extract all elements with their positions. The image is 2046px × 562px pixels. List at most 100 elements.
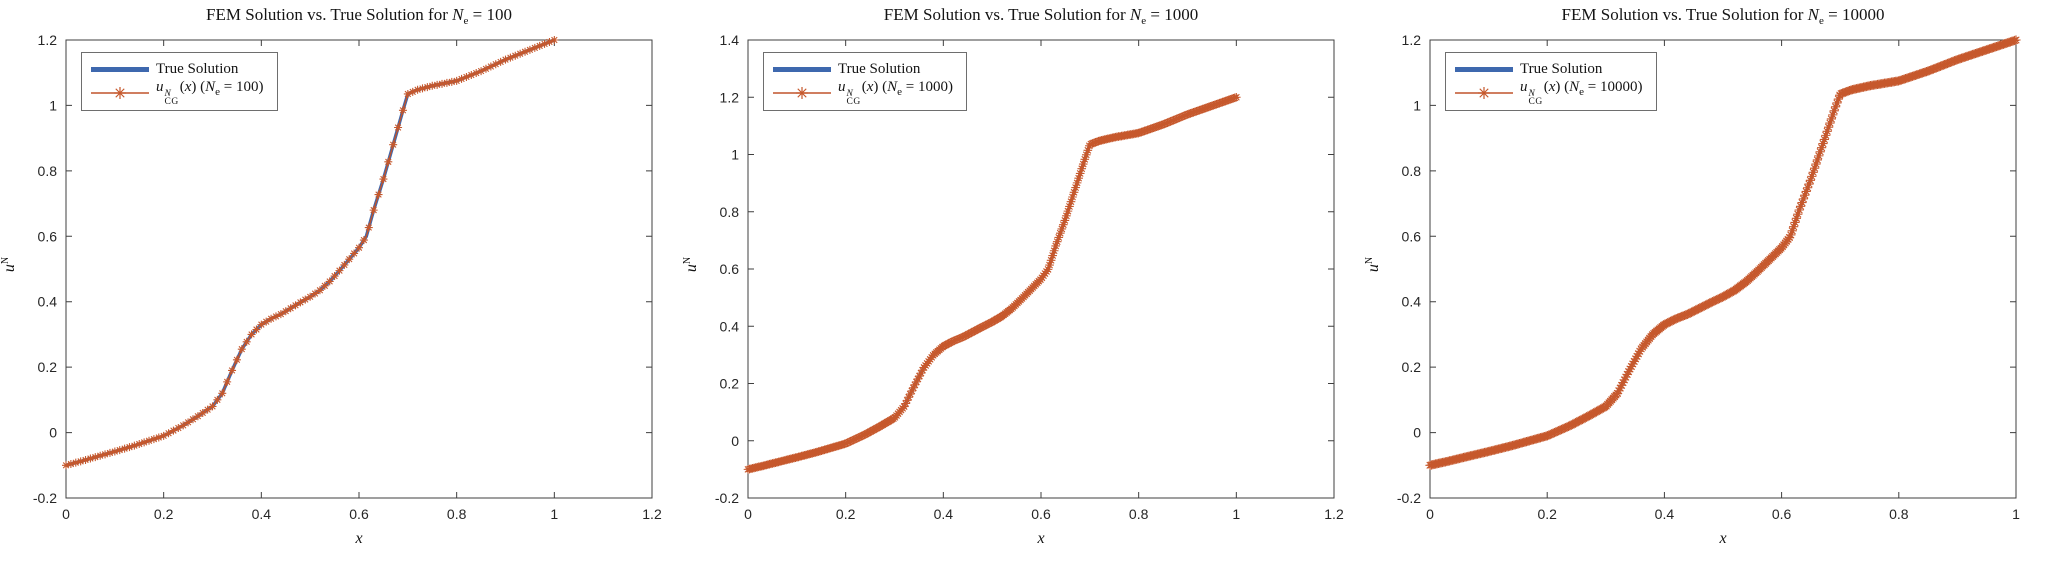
- fem-x-var: x: [866, 79, 874, 95]
- y-tick-label: 0.2: [1402, 359, 1422, 375]
- axis-ticks: [747, 39, 1335, 499]
- x-tick-label: 1: [550, 506, 558, 522]
- fem-u: u: [838, 79, 846, 95]
- fem-x-var: x: [184, 79, 192, 95]
- x-tick-label: 0.4: [934, 506, 954, 522]
- title-math-var: N: [1129, 5, 1142, 24]
- ylabel-sup: N: [682, 256, 694, 265]
- title-value: = 1000: [1146, 5, 1199, 24]
- x-tick-label: 0: [62, 506, 70, 522]
- fem-paren-open: (: [1543, 79, 1549, 95]
- y-tick-label: 1.4: [720, 32, 740, 48]
- axis-ticks: [1429, 39, 2017, 499]
- y-tick-label: 0.8: [1402, 163, 1422, 179]
- y-tick-label: -0.2: [33, 490, 57, 506]
- legend-label-fem: u N CG (x) (Ne = 1000): [838, 79, 953, 107]
- fem-n-var: N: [205, 79, 216, 95]
- title-math-sub: e: [463, 15, 469, 27]
- x-tick-label: 0.2: [836, 506, 856, 522]
- legend: True Solution u N CG (x) (Ne = 1000): [763, 52, 967, 111]
- x-tick-label: 1.2: [642, 506, 662, 522]
- y-tick-label: 0.2: [38, 359, 58, 375]
- y-axis-label: uN: [0, 257, 19, 272]
- fem-u: u: [1520, 79, 1528, 95]
- true-solution-swatch: [91, 67, 149, 72]
- y-tick-label: 0.4: [720, 318, 740, 334]
- subplot-ne-1000: 0 0.2 0.4 0.6 0.8 1 1.2 -0.2 0 0.2 0.4 0.6 0.8 1 1.2 1.…: [682, 0, 1364, 562]
- fem-u: u: [156, 79, 164, 95]
- asterisk-line-swatch: [773, 86, 831, 99]
- x-tick-label: 1: [2012, 506, 2020, 522]
- subplot-ne-100: 0 0.2 0.4 0.6 0.8 1 1.2 -0.2 0 0.2 0.4 0.6 0.8 1 1.2 F…: [0, 0, 682, 562]
- legend-label-fem: u N CG (x) (Ne = 100): [156, 79, 264, 107]
- title-text: FEM Solution vs. True Solution for: [206, 5, 453, 24]
- x-tick-label: 1: [1232, 506, 1240, 522]
- legend-entry-fem: u N CG (x) (Ne = 10000): [1455, 79, 1643, 107]
- legend: True Solution u N CG (x) (Ne = 100): [81, 52, 278, 111]
- xlabel-x: x: [355, 530, 363, 547]
- legend-label-fem: u N CG (x) (Ne = 10000): [1520, 79, 1643, 107]
- true-solution-swatch: [773, 67, 831, 72]
- fem-value: = 1000): [902, 79, 953, 95]
- axes-canvas-ne-100: 0 0.2 0.4 0.6 0.8 1 1.2 -0.2 0 0.2 0.4 0.6 0.8 1 1.2: [33, 32, 662, 522]
- y-tick-label: 1: [49, 97, 57, 113]
- x-tick-label: 0: [1426, 506, 1434, 522]
- ylabel-u: u: [683, 264, 701, 273]
- ylabel-u: u: [1, 264, 19, 273]
- fem-swatch: [91, 85, 149, 101]
- x-axis-label: x: [1430, 530, 2016, 548]
- legend: True Solution u N CG (x) (Ne = 10000): [1445, 52, 1657, 111]
- fem-supsub-stack: N CG: [1529, 89, 1543, 107]
- y-tick-label: 1: [731, 147, 739, 163]
- title-value: = 10000: [1823, 5, 1885, 24]
- y-tick-label: 0.4: [38, 294, 58, 310]
- title-math-sub: e: [1141, 15, 1147, 27]
- blue-line-swatch: [91, 67, 149, 72]
- legend-entry-true-solution: True Solution: [1455, 58, 1643, 81]
- fem-n-var: N: [887, 79, 898, 95]
- axes-canvas-ne-10000: 0 0.2 0.4 0.6 0.8 1 -0.2 0 0.2 0.4 0.6 0.8 1 1.2: [1397, 32, 2021, 522]
- y-tick-label: 0: [1413, 425, 1421, 441]
- legend-entry-true-solution: True Solution: [773, 58, 953, 81]
- fem-supsub-stack: N CG: [164, 89, 179, 107]
- fem-swatch-asterisk: [114, 86, 126, 99]
- fem-swatch: [773, 85, 831, 101]
- fem-x-var: x: [1548, 79, 1556, 95]
- y-tick-label: 0.6: [720, 261, 740, 277]
- fem-paren-open: (: [861, 79, 867, 95]
- x-axis-label: x: [748, 530, 1334, 548]
- title-math-var: N: [452, 5, 464, 24]
- fem-paren-mid: ) (: [1555, 79, 1570, 95]
- fem-e-sub: e: [215, 86, 221, 98]
- y-tick-label: 0.4: [1402, 294, 1422, 310]
- legend-entry-true-solution: True Solution: [91, 58, 264, 81]
- title-math-var: N: [1807, 5, 1819, 24]
- x-tick-label: 0.8: [1129, 506, 1149, 522]
- plot-title: FEM Solution vs. True Solution for Ne = …: [1430, 5, 2016, 27]
- x-tick-label: 0.8: [1889, 506, 1909, 522]
- fem-value: = 10000): [1584, 79, 1643, 95]
- x-tick-label: 0.6: [1772, 506, 1792, 522]
- x-tick-label: 0.6: [1031, 506, 1051, 522]
- y-tick-label: -0.2: [1397, 490, 1421, 506]
- fem-asterisk-markers: [1425, 35, 2021, 470]
- asterisk-line-swatch: [1455, 86, 1513, 99]
- fem-asterisk-markers: [62, 36, 559, 470]
- fem-supsub-stack: N CG: [847, 89, 861, 107]
- x-tick-label: 0.6: [349, 506, 369, 522]
- fem-sub: CG: [164, 97, 179, 107]
- asterisk-line-swatch: [91, 86, 149, 99]
- true-solution-line: [747, 95, 1237, 472]
- y-tick-label: 1.2: [1402, 32, 1422, 48]
- x-tick-label: 0.8: [447, 506, 467, 522]
- fem-solution-line: [747, 96, 1237, 471]
- fem-swatch-asterisk: [796, 86, 808, 99]
- y-tick-label: 0: [49, 425, 57, 441]
- y-axis-label: uN: [1364, 257, 1383, 272]
- fem-paren-mid: ) (: [873, 79, 888, 95]
- title-math-sub: e: [1818, 15, 1824, 27]
- y-tick-label: 0.8: [38, 163, 58, 179]
- x-tick-label: 0.2: [154, 506, 174, 522]
- fem-n-var: N: [1569, 79, 1580, 95]
- fem-asterisk-markers: [743, 92, 1241, 474]
